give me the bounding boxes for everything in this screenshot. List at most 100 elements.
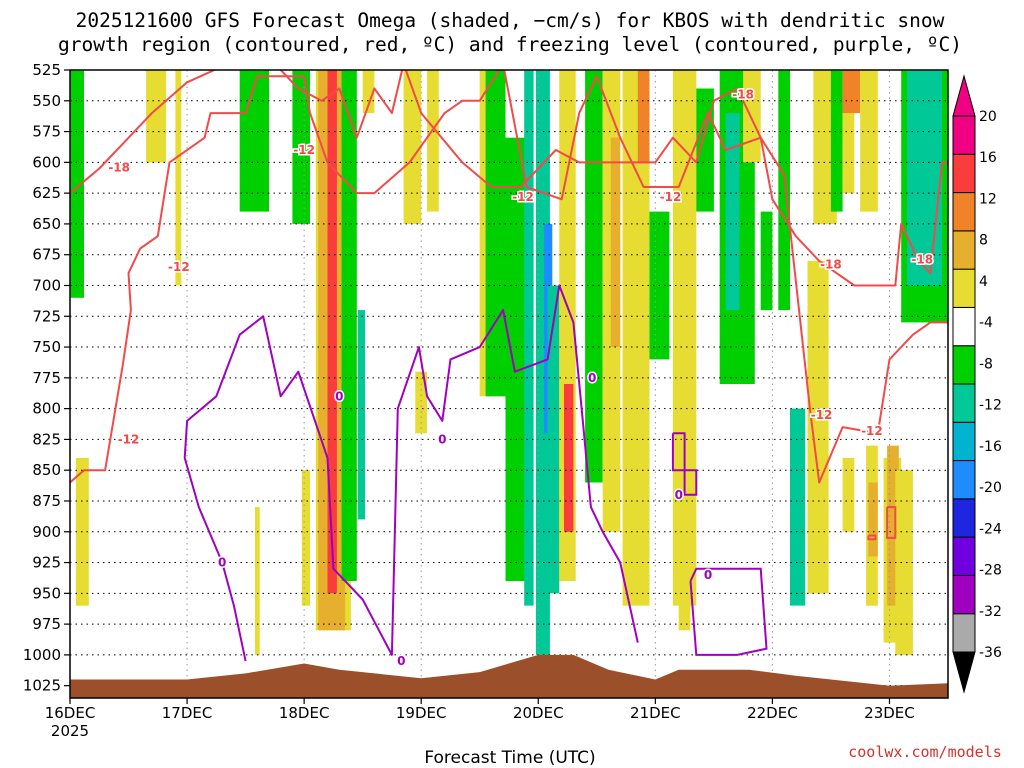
terrain-surface <box>70 654 948 698</box>
colorbar-segment <box>952 192 976 232</box>
y-tick-label: 600 <box>32 153 61 171</box>
x-tick-label: 16DEC <box>45 704 96 722</box>
omega-shaded-cell <box>725 113 740 311</box>
y-tick-label: 900 <box>32 523 61 541</box>
omega-shaded-cell <box>790 408 806 606</box>
omega-shaded-cell <box>842 76 855 194</box>
omega-shaded-cell <box>743 70 761 163</box>
freezing-0-contour <box>183 284 639 662</box>
y-tick-label: 1025 <box>23 677 61 695</box>
colorbar-label: -16 <box>979 439 1002 455</box>
omega-shaded-cell <box>524 70 534 606</box>
y-tick-label: 950 <box>32 584 61 602</box>
y-tick-label: 750 <box>32 338 61 356</box>
chart-title-line1: 2025121600 GFS Forecast Omega (shaded, −… <box>76 9 945 32</box>
omega-shaded-cell <box>807 260 829 594</box>
colorbar-segment <box>952 574 976 615</box>
freezing-loop-contour <box>689 567 768 656</box>
omega-shaded-cell <box>535 70 550 655</box>
freezing-0-label: 0 <box>218 556 226 570</box>
omega-shaded-cell <box>70 70 84 298</box>
colorbar-label: -36 <box>979 645 1002 661</box>
colorbar-segment <box>952 230 976 270</box>
dgz-12-label: -12 <box>118 432 140 446</box>
colorbar-segment <box>952 536 976 576</box>
colorbar-label: -24 <box>979 521 1002 537</box>
omega-shaded-cell <box>327 70 337 594</box>
chart-title: 2025121600 GFS Forecast Omega (shaded, −… <box>58 9 962 56</box>
dgz-12-label: -12 <box>861 424 883 438</box>
x-axis: 16DEC 17DEC 18DEC 19DEC 20DEC 21DEC 22DEC 23DEC… <box>45 698 915 740</box>
terrain-layer <box>70 654 948 698</box>
omega-shaded-cell <box>175 70 182 286</box>
dgz-loop-contour <box>886 506 897 539</box>
dgz-12-contour <box>70 70 948 484</box>
dgz-12-label: -12 <box>512 190 534 204</box>
omega-shaded-cell <box>358 310 365 520</box>
colorbar-label: 12 <box>979 191 997 207</box>
freezing-0-label: 0 <box>335 389 343 403</box>
colorbar-label: -20 <box>979 480 1002 496</box>
dgz-12-label: -12 <box>168 260 190 274</box>
omega-shaded-cell <box>895 470 913 655</box>
colorbar-segment <box>952 421 976 462</box>
y-tick-label: 800 <box>32 400 61 418</box>
colorbar-segment <box>952 115 976 155</box>
colorbar-segment <box>952 345 976 385</box>
colorbar-label: 16 <box>979 150 997 166</box>
y-tick-label: 675 <box>32 246 61 264</box>
colorbar-segment <box>952 268 976 308</box>
omega-shaded-cell <box>547 285 560 594</box>
x-tick-label: 19DEC <box>396 704 447 722</box>
freezing-0-label: 0 <box>588 371 596 385</box>
y-axis: 525 550 575 600 625 650 675 700 725 750 775 800 825 8… <box>23 61 70 695</box>
omega-shaded-cell <box>415 371 427 434</box>
x-tick-label: 20DEC <box>513 704 564 722</box>
y-tick-label: 775 <box>32 369 61 387</box>
y-tick-label: 1000 <box>23 646 61 664</box>
colorbar-legend: 20 16 12 8 4 -4 -8 -12 -16 -20 -24 -28 -32 -36 <box>952 74 1002 694</box>
colorbar-label: -12 <box>979 398 1002 414</box>
colorbar-segment <box>952 498 976 538</box>
dgz-18-contour <box>70 70 948 287</box>
y-tick-label: 825 <box>32 430 61 448</box>
dgz-18-label: -18 <box>820 258 842 272</box>
freezing-0-label: 0 <box>704 568 712 582</box>
y-tick-label: 700 <box>32 276 61 294</box>
omega-shaded-cell <box>610 137 621 347</box>
colorbar-label: 4 <box>979 274 988 290</box>
colorbar-label: -32 <box>979 604 1002 620</box>
omega-shaded-cell <box>778 70 790 311</box>
freezing-0-label: 0 <box>397 654 405 668</box>
dgz-18-label: -18 <box>108 160 130 174</box>
freezing-loop-contour <box>671 432 698 496</box>
freezing-0-label: 0 <box>438 432 446 446</box>
colorbar-segment <box>952 613 976 653</box>
colorbar-segment <box>952 460 976 500</box>
omega-shaded-cell <box>585 70 603 483</box>
y-tick-label: 725 <box>32 307 61 325</box>
dgz-18-label: -18 <box>911 253 933 267</box>
colorbar-label: -28 <box>979 563 1002 579</box>
omega-shaded-cell <box>403 70 422 224</box>
x-tick-label: 22DEC <box>747 704 798 722</box>
plot-frame <box>69 69 949 699</box>
freezing-0-label: 0 <box>675 488 683 502</box>
dgz-loop-contour <box>867 534 877 541</box>
x-tick-year-label: 2025 <box>51 722 89 740</box>
y-tick-label: 975 <box>32 615 61 633</box>
contour-labels: -12 -12 -12 -12 -12 -12 -12 -18 -18 -18 -18 0 0 0 0 0 0 0 <box>107 86 935 669</box>
omega-shaded-cell <box>239 70 269 212</box>
y-tick-label: 575 <box>32 123 61 141</box>
colorbar-label: 8 <box>979 233 988 249</box>
colorbar-label: 20 <box>979 109 997 125</box>
x-tick-label: 23DEC <box>864 704 915 722</box>
omega-shaded-cell <box>341 70 357 581</box>
y-tick-label: 850 <box>32 461 61 479</box>
chart-title-line2: growth region (contoured, red, ºC) and f… <box>58 33 962 56</box>
omega-shaded-cell <box>255 507 260 655</box>
colorbar-segment <box>952 383 976 423</box>
colorbar-under-arrow <box>952 651 976 694</box>
dgz-18-label: -18 <box>732 88 754 102</box>
omega-shaded-cell <box>868 482 878 557</box>
